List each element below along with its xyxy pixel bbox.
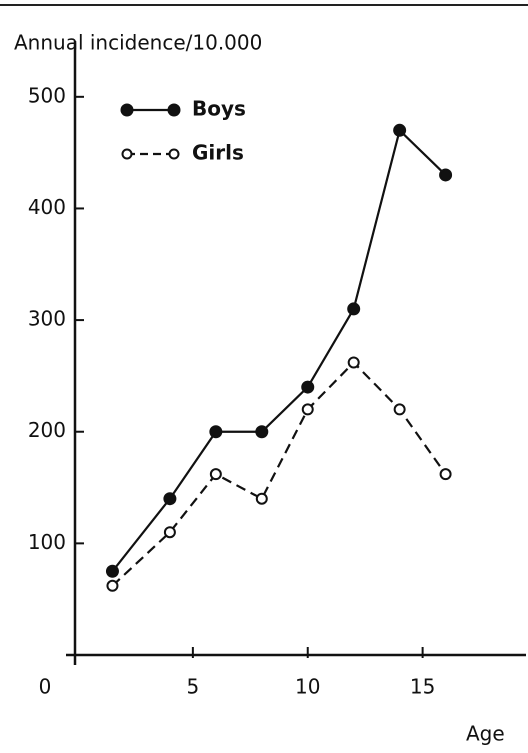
data-point bbox=[393, 123, 407, 137]
data-point bbox=[393, 403, 406, 416]
data-point bbox=[163, 492, 177, 506]
data-point bbox=[106, 579, 119, 592]
x-tick-label: 5 bbox=[187, 675, 200, 699]
legend-label: Girls bbox=[192, 141, 244, 165]
data-point bbox=[255, 425, 269, 439]
legend-label: Boys bbox=[192, 97, 246, 121]
legend-marker bbox=[167, 103, 181, 117]
legend-marker bbox=[168, 148, 180, 160]
y-tick-label: 300 bbox=[28, 307, 66, 331]
x-tick-label: 15 bbox=[410, 675, 435, 699]
legend-marker bbox=[121, 148, 133, 160]
y-tick-label: 100 bbox=[28, 530, 66, 554]
data-point bbox=[209, 425, 223, 439]
data-point bbox=[301, 403, 314, 416]
series-line bbox=[111, 360, 447, 587]
data-point bbox=[105, 564, 119, 578]
series-line bbox=[111, 128, 447, 572]
x-tick-label: 0 bbox=[39, 675, 52, 699]
data-point bbox=[347, 302, 361, 316]
legend-marker bbox=[120, 103, 134, 117]
data-point bbox=[163, 526, 176, 539]
data-point bbox=[301, 380, 315, 394]
data-point bbox=[439, 168, 453, 182]
data-point bbox=[209, 468, 222, 481]
data-point bbox=[347, 356, 360, 369]
data-point bbox=[439, 468, 452, 481]
x-axis-label: Age bbox=[466, 722, 505, 746]
y-axis-label: Annual incidence/10.000 bbox=[14, 31, 262, 55]
y-tick-label: 400 bbox=[28, 195, 66, 219]
y-tick-label: 500 bbox=[28, 83, 66, 107]
data-point bbox=[255, 492, 268, 505]
x-tick-label: 10 bbox=[295, 675, 320, 699]
y-tick-label: 200 bbox=[28, 418, 66, 442]
